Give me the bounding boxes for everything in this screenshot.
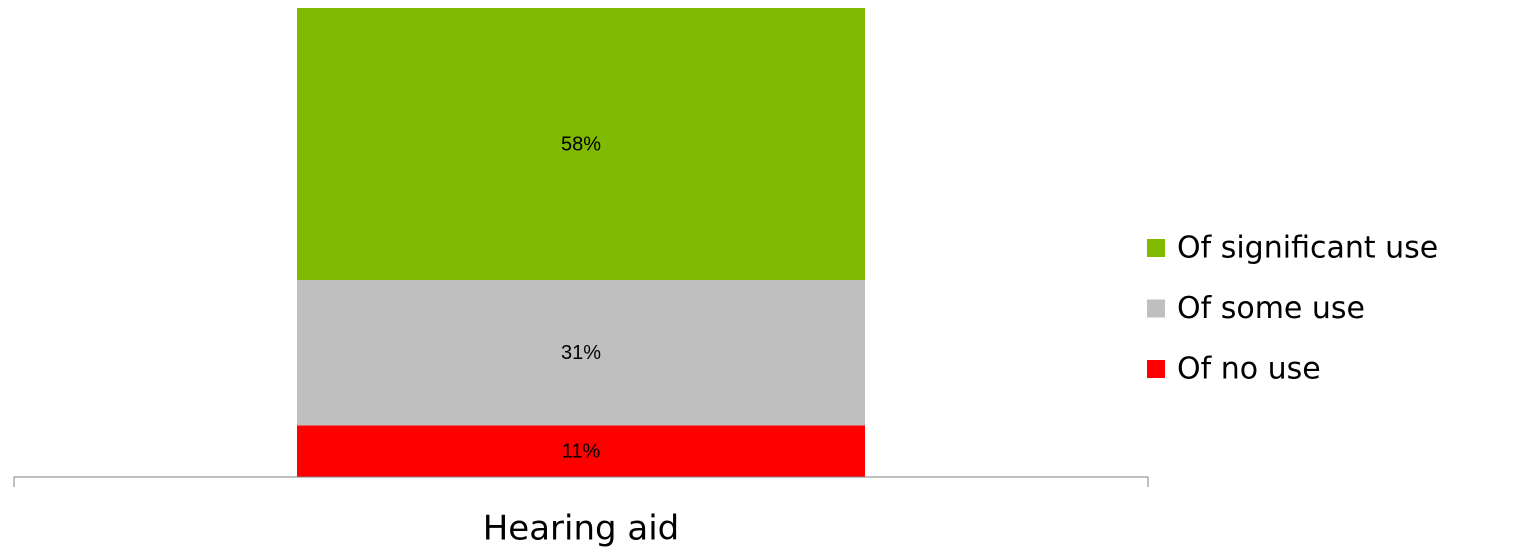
legend-label: Of significant use [1177,231,1438,266]
legend-swatch [1147,239,1165,257]
value-label: 11% [562,440,601,462]
value-label: 31% [561,342,601,364]
legend-swatch [1147,299,1165,318]
x-tick-label: Hearing aid [483,509,680,549]
bar-segment [297,280,865,426]
legend-swatch [1147,360,1165,378]
value-label: 58% [561,133,601,155]
bar-segment [297,8,865,281]
legend-label: Of some use [1177,291,1365,326]
bar-segment [297,425,865,477]
x-axis [13,476,1149,487]
legend-label: Of no use [1177,352,1321,387]
